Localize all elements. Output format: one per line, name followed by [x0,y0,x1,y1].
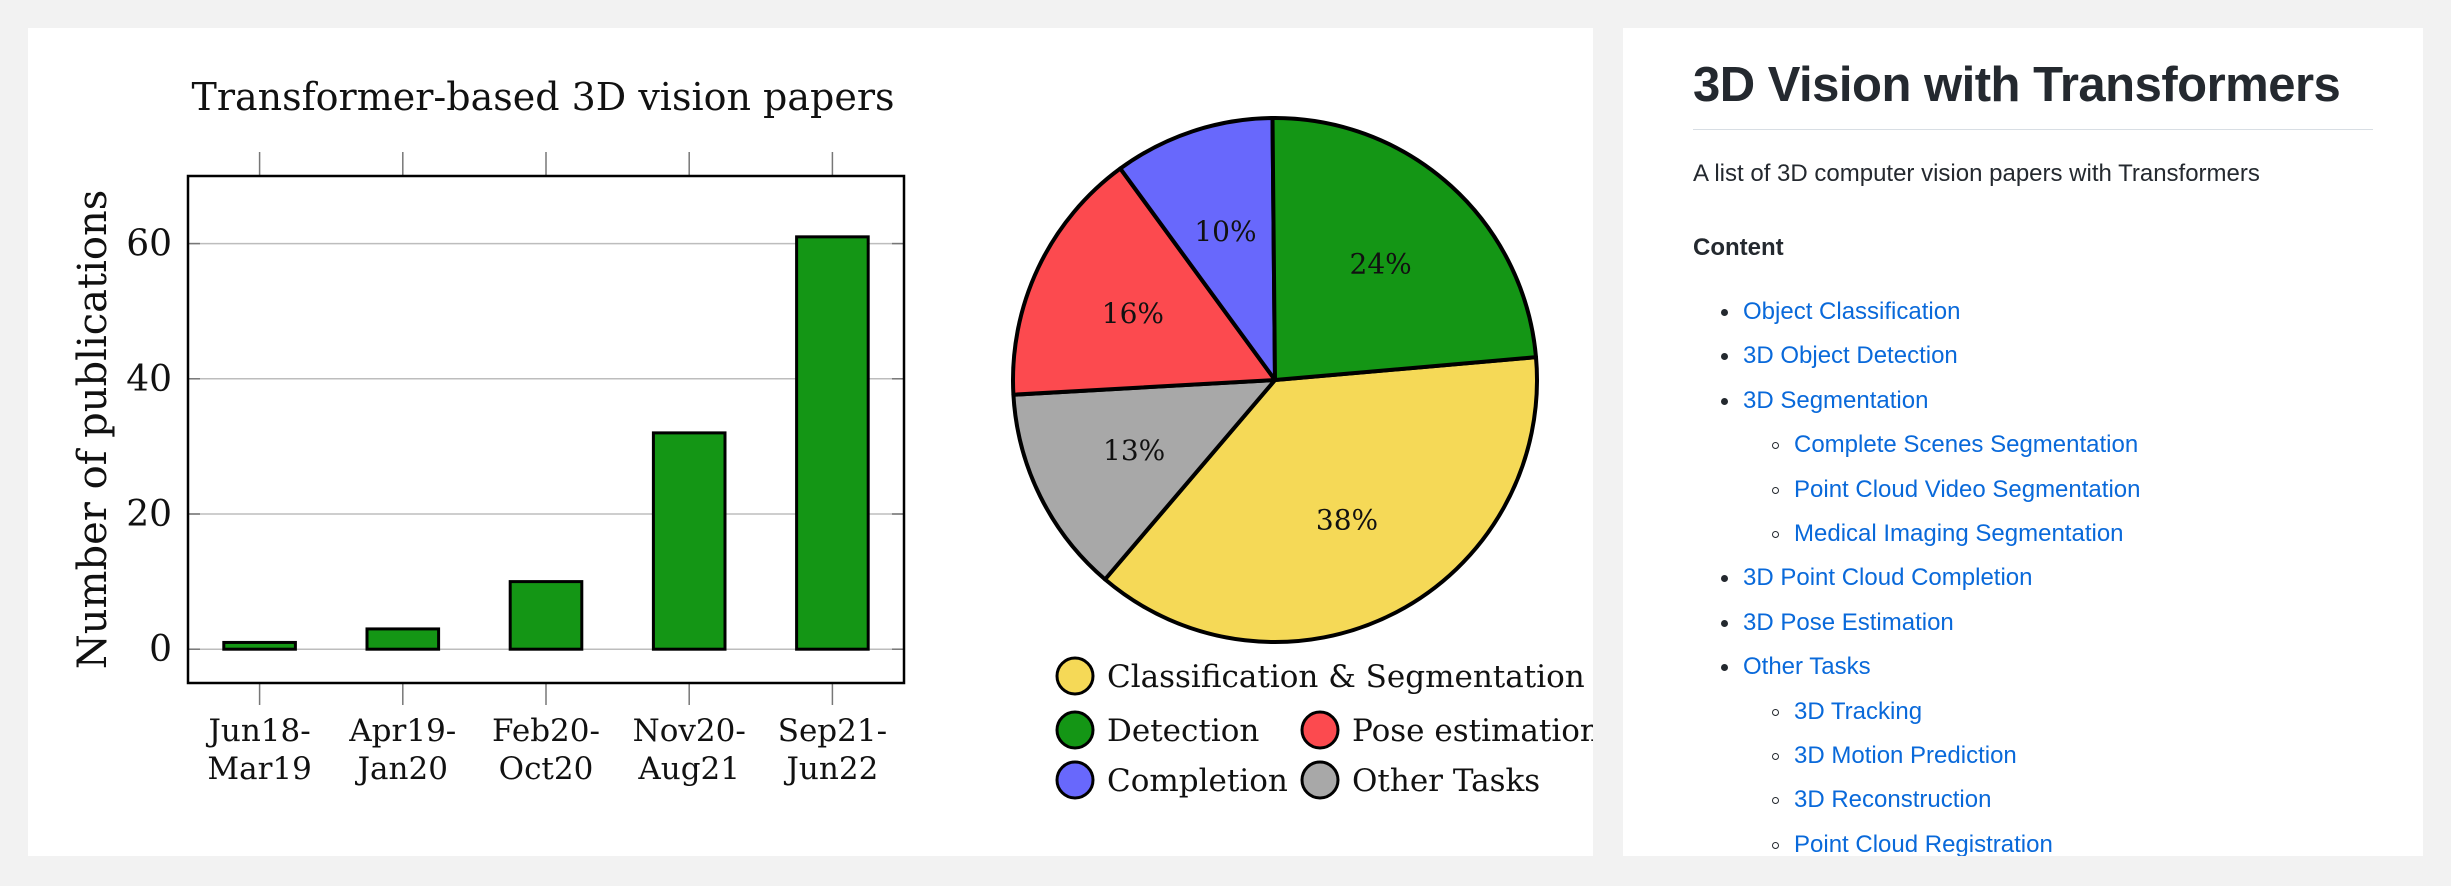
y-tick-label: 60 [126,224,172,265]
toc-link[interactable]: Complete Scenes Segmentation [1794,431,2139,459]
legend-swatch [1300,710,1340,750]
hollow-bullet-icon [1772,708,1779,716]
bullet-icon [1721,575,1728,583]
x-tick-label: Nov20-Aug21 [633,713,746,787]
legend-label: Detection [1107,713,1259,749]
toc-link[interactable]: 3D Motion Prediction [1794,741,2017,769]
pie-slice-label: 10% [1194,215,1256,248]
x-tick-label: Jun18-Mar19 [205,713,311,787]
toc-link[interactable]: Point Cloud Registration [1794,830,2053,856]
legend-label: Completion [1107,763,1288,799]
legend-swatch [1055,760,1095,800]
bar-chart: 0 20 40 60 Jun18-Mar19 Apr19-Jan20 Feb20-Oct20… [70,152,906,787]
hollow-bullet-icon [1772,841,1779,849]
content-heading: Content [1693,234,1784,261]
legend-label: Other Tasks [1352,763,1540,799]
chart-title: Transformer-based 3D vision papers [191,75,894,119]
x-tick-label: Sep21-Jun22 [778,713,887,787]
pie-slice [1118,116,1277,382]
toc-link[interactable]: Point Cloud Video Segmentation [1794,475,2141,503]
bar [651,431,727,651]
toc-link[interactable]: 3D Segmentation [1743,386,1929,414]
pie-slice [1011,166,1277,397]
bar [365,627,441,651]
toc-link[interactable]: Other Tasks [1743,653,1871,681]
toc-link[interactable]: Object Classification [1743,298,1961,325]
hollow-bullet-icon [1772,752,1779,760]
toc-link[interactable]: 3D Point Cloud Completion [1743,564,2033,592]
bullet-icon [1721,397,1728,405]
hollow-bullet-icon [1772,442,1779,450]
pie-slice-label: 38% [1316,504,1378,537]
readme-description: A list of 3D computer vision papers with… [1693,160,2260,187]
y-tick-label: 0 [149,629,172,670]
hollow-bullet-icon [1772,797,1779,805]
x-tick-label: Feb20-Oct20 [492,713,600,787]
pie-slice-label: 24% [1350,248,1412,281]
toc-link[interactable]: 3D Pose Estimation [1743,608,1954,636]
y-tick-label: 40 [126,359,172,400]
legend-swatch [1055,710,1095,750]
figure-panel: Transformer-based 3D vision papers 0 20 40… [28,28,1593,856]
bullet-icon [1721,309,1728,316]
plot-frame [186,174,906,685]
bar [795,235,870,651]
legend-label: Pose estimation [1352,713,1593,749]
readme-panel: 3D Vision with Transformers A list of 3D… [1623,28,2423,856]
toc-link[interactable]: 3D Object Detection [1743,342,1958,370]
y-tick-label: 20 [126,494,172,535]
figure-svg: Transformer-based 3D vision papers 0 20 40… [70,75,1593,800]
y-axis-label: Number of publications [70,190,116,669]
pie-chart: 38% 13% 16% 10% 24% Classification & Segmenta… [1011,116,1593,800]
toc-link[interactable]: 3D Reconstruction [1794,786,1992,814]
bar [508,580,584,651]
legend-swatch [1300,760,1340,800]
bar [222,640,297,651]
toc-link[interactable]: 3D Tracking [1794,697,1923,725]
toc-link[interactable]: Medical Imaging Segmentation [1794,519,2124,547]
x-tick-label: Apr19-Jan20 [348,713,456,787]
hollow-bullet-icon [1772,486,1779,494]
pie-slice [1270,116,1538,382]
pie-slice [1103,355,1539,644]
pie-slice-label: 13% [1103,434,1165,467]
bullet-icon [1721,664,1728,672]
pie-slice-label: 16% [1102,297,1164,330]
legend-label: Classification & Segmentation [1107,659,1585,695]
bullet-icon [1721,619,1728,627]
bullet-icon [1721,353,1728,361]
hollow-bullet-icon [1772,530,1779,538]
pie-slice [1011,378,1277,582]
legend-swatch [1055,656,1095,696]
readme-title: 3D Vision with Transformers [1693,56,2373,130]
